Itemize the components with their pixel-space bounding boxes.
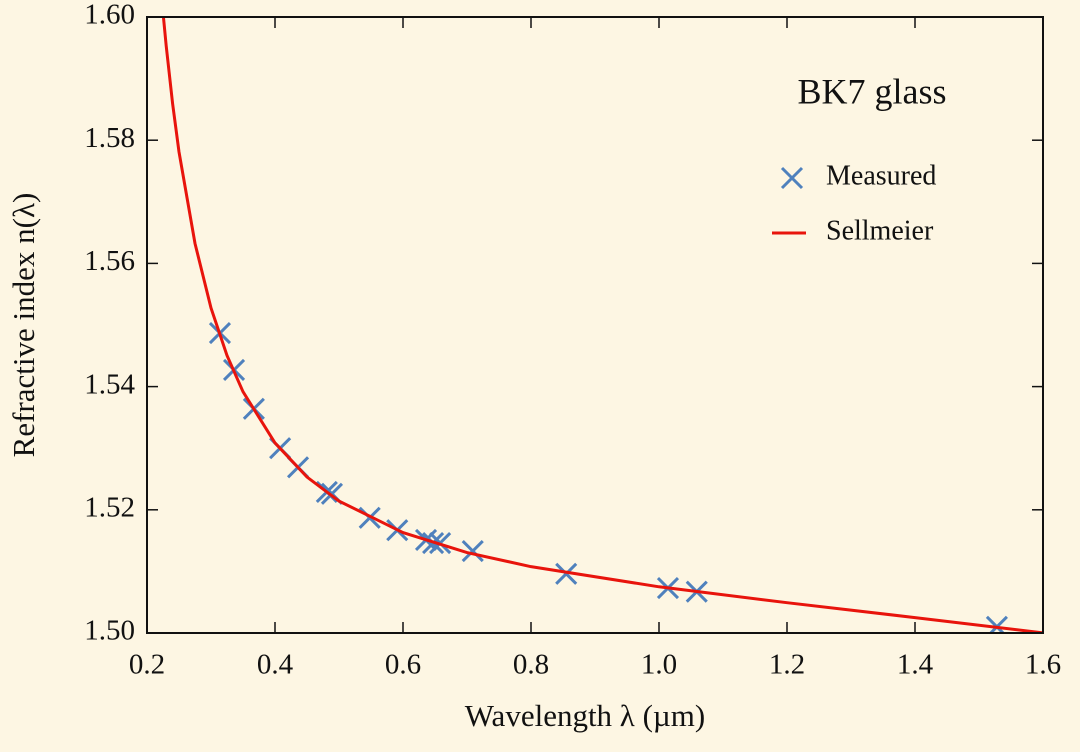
x-tick-label: 1.0	[641, 649, 677, 681]
x-tick-label: 0.2	[129, 649, 165, 681]
plot-area	[161, 17, 1043, 633]
x-tick-label: 0.6	[385, 649, 421, 681]
y-axis-label: Refractive index n(λ)	[6, 193, 41, 458]
legend-label: Sellmeier	[826, 215, 934, 246]
x-tick-label: 1.6	[1025, 649, 1061, 681]
y-tick-label: 1.60	[84, 0, 135, 31]
y-tick-label: 1.52	[84, 491, 135, 523]
x-tick-label: 0.8	[513, 649, 549, 681]
x-tick-label: 0.4	[257, 649, 294, 681]
x-axis-label: Wavelength λ (µm)	[465, 698, 705, 733]
marker	[461, 540, 484, 563]
y-tick-label: 1.56	[84, 245, 135, 277]
marker	[780, 166, 804, 190]
chart-title: BK7 glass	[797, 71, 946, 111]
y-tick-label: 1.54	[84, 368, 135, 400]
y-tick-label: 1.50	[84, 615, 135, 647]
legend-label: Measured	[826, 160, 936, 191]
plot-frame	[146, 16, 1044, 634]
marker	[555, 562, 578, 585]
x-tick-label: 1.4	[897, 649, 934, 681]
y-tick-label: 1.58	[84, 122, 135, 154]
line	[161, 17, 1043, 633]
x-tick-label: 1.2	[769, 649, 805, 681]
